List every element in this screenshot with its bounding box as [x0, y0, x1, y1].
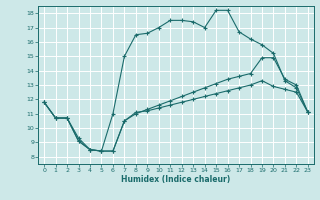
X-axis label: Humidex (Indice chaleur): Humidex (Indice chaleur)	[121, 175, 231, 184]
